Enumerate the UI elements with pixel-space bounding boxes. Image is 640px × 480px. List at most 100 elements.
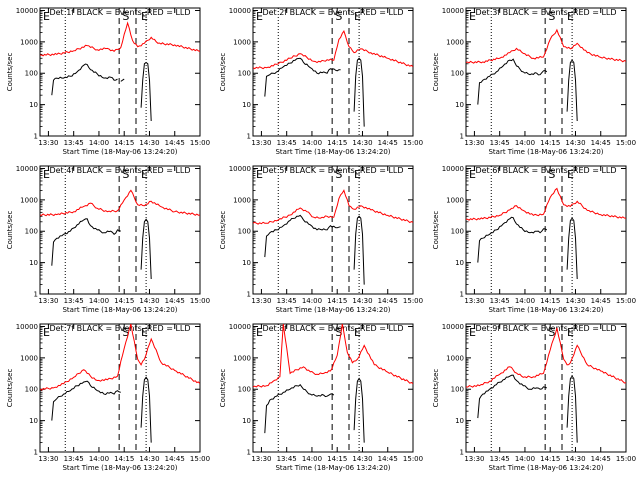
end-marker-label: E — [567, 168, 574, 181]
x-tick-label: 14:45 — [591, 139, 611, 147]
x-tick-label: 14:30 — [565, 297, 585, 305]
plot-area — [253, 324, 413, 452]
end-marker-label: E — [354, 168, 361, 181]
x-tick-label: 13:30 — [464, 297, 484, 305]
events-series-line — [566, 217, 578, 280]
x-tick-label: 13:45 — [490, 139, 510, 147]
y-tick-label: 1000 — [446, 196, 464, 204]
x-tick-label: 13:45 — [277, 455, 297, 463]
events-series-line — [140, 61, 152, 122]
plot-frame — [465, 165, 627, 295]
x-tick-label: 15:00 — [190, 455, 210, 463]
x-tick-label: 15:00 — [403, 139, 423, 147]
x-tick-label: 14:15 — [114, 455, 134, 463]
lld-series-line — [466, 187, 626, 221]
y-tick-label: 10000 — [229, 323, 251, 331]
plot-area — [466, 166, 626, 294]
x-tick-label: 14:00 — [515, 139, 535, 147]
chart-title: Det 6f BLACK = Events, RED = LLD — [475, 166, 616, 175]
y-tick-label: 10000 — [16, 7, 38, 15]
x-tick-label: 14:45 — [378, 455, 398, 463]
x-tick-label: 14:45 — [165, 139, 185, 147]
end-marker-label: E — [354, 326, 361, 339]
y-tick-label: 1000 — [233, 38, 251, 46]
x-tick-label: 13:30 — [251, 455, 271, 463]
x-tick-label: 15:00 — [616, 139, 636, 147]
y-axis-label: Counts/sec — [432, 211, 440, 250]
x-tick-label: 14:30 — [565, 139, 585, 147]
plot-frame — [252, 323, 414, 453]
x-tick-label: 14:30 — [139, 455, 159, 463]
plot-frame — [39, 7, 201, 137]
end-marker-label-left: E — [256, 326, 263, 339]
x-tick-label: 14:00 — [302, 455, 322, 463]
plot-frame — [252, 7, 414, 137]
x-axis-label: Start Time (18-May-06 13:24:20) — [488, 464, 603, 472]
events-series-line — [566, 375, 578, 443]
y-tick-label: 1000 — [446, 354, 464, 362]
y-tick-label: 1000 — [20, 38, 38, 46]
x-tick-label: 14:45 — [165, 455, 185, 463]
start-marker-label: S — [122, 168, 129, 181]
y-tick-label: 1 — [34, 449, 38, 457]
y-tick-label: 100 — [238, 228, 251, 236]
start-marker-label: S — [335, 10, 342, 23]
events-series-line — [477, 58, 548, 105]
end-marker-label: E — [141, 10, 148, 23]
plot-frame — [465, 323, 627, 453]
x-tick-label: 14:00 — [89, 455, 109, 463]
x-tick-label: 14:15 — [540, 139, 560, 147]
x-tick-label: 15:00 — [616, 297, 636, 305]
x-tick-label: 15:00 — [616, 455, 636, 463]
x-tick-label: 13:45 — [64, 297, 84, 305]
x-tick-label: 14:15 — [540, 297, 560, 305]
start-marker-label: S — [548, 10, 555, 23]
lld-series-line — [253, 189, 413, 225]
y-tick-label: 1000 — [20, 354, 38, 362]
x-tick-label: 14:15 — [114, 139, 134, 147]
y-axis-label: Counts/sec — [219, 53, 227, 92]
x-tick-label: 13:30 — [464, 139, 484, 147]
end-marker-label: E — [141, 168, 148, 181]
x-tick-label: 14:00 — [515, 297, 535, 305]
y-tick-label: 100 — [238, 386, 251, 394]
y-tick-label: 10000 — [16, 323, 38, 331]
lld-series-line — [466, 28, 626, 64]
end-marker-label: E — [354, 10, 361, 23]
end-marker-label-left: E — [43, 10, 50, 23]
x-tick-label: 13:45 — [277, 139, 297, 147]
y-tick-label: 1000 — [233, 354, 251, 362]
chart-title: Det 1f BLACK = Events, RED = LLD — [49, 8, 190, 17]
lld-series-line — [40, 21, 200, 57]
x-tick-label: 15:00 — [403, 455, 423, 463]
x-tick-label: 14:15 — [540, 455, 560, 463]
y-axis-label: Counts/sec — [432, 369, 440, 408]
lld-series-line — [40, 189, 200, 217]
y-axis-label: Counts/sec — [432, 53, 440, 92]
x-axis-label: Start Time (18-May-06 13:24:20) — [275, 148, 390, 156]
x-axis-label: Start Time (18-May-06 13:24:20) — [488, 148, 603, 156]
y-tick-label: 10000 — [229, 7, 251, 15]
y-tick-label: 100 — [451, 228, 464, 236]
plot-frame — [465, 7, 627, 137]
y-tick-label: 10000 — [442, 165, 464, 173]
plot-frame — [39, 165, 201, 295]
start-marker-label: S — [548, 326, 555, 339]
y-tick-label: 1000 — [233, 196, 251, 204]
chart-title: Det 3f BLACK = Events, RED = LLD — [475, 8, 616, 17]
x-tick-label: 14:15 — [327, 297, 347, 305]
x-tick-label: 13:45 — [64, 139, 84, 147]
y-axis-label: Counts/sec — [219, 211, 227, 250]
end-marker-label-left: E — [43, 168, 50, 181]
y-tick-label: 1000 — [446, 38, 464, 46]
x-tick-label: 13:45 — [490, 455, 510, 463]
end-marker-label: E — [141, 326, 148, 339]
x-axis-label: Start Time (18-May-06 13:24:20) — [62, 464, 177, 472]
y-tick-label: 100 — [451, 70, 464, 78]
lld-series-line — [466, 327, 626, 388]
x-tick-label: 13:30 — [251, 297, 271, 305]
start-marker-label: S — [122, 326, 129, 339]
events-series-line — [353, 377, 365, 443]
y-tick-label: 1 — [460, 291, 464, 299]
